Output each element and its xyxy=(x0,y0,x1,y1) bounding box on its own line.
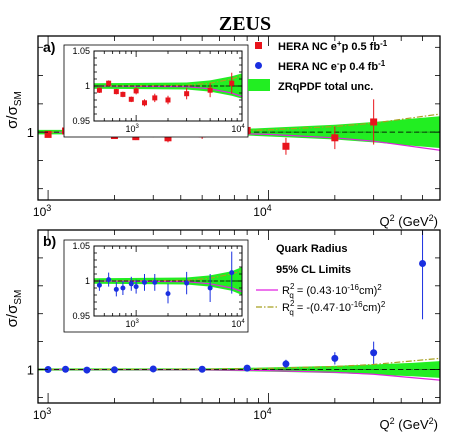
data-point-circle xyxy=(106,277,112,283)
x-tick-label: 104 xyxy=(231,319,245,329)
data-point-circle xyxy=(331,354,339,362)
y-tick-label: 1.05 xyxy=(72,46,90,56)
legend-label: R2 q = (0.43·10-16cm)2 xyxy=(282,282,382,300)
inset-border xyxy=(63,239,249,333)
legend: HERA NC e+p 0.5 fb-1 HERA NC e-p 0.4 fb-1… xyxy=(248,39,388,93)
y-tick-label: 1 xyxy=(85,81,90,91)
data-point-square xyxy=(282,142,290,150)
y-tick-label: 0.95 xyxy=(72,311,90,321)
data-point-circle xyxy=(142,279,148,285)
x-tick-label: 103 xyxy=(33,406,51,422)
data-point-square xyxy=(207,87,213,93)
x-axis-label: Q2 (GeV2) xyxy=(380,213,438,229)
data-point-circle xyxy=(207,285,213,291)
x-tick-label: 103 xyxy=(33,203,51,219)
data-point-square xyxy=(128,96,134,102)
data-point-square xyxy=(229,80,235,86)
panel-label: b) xyxy=(43,233,56,249)
data-point-circle xyxy=(113,286,119,292)
legend-title: Quark Radius xyxy=(276,243,348,255)
data-point-circle xyxy=(370,349,378,357)
inset-plot: 1.05 1 0.95 103 104 xyxy=(63,44,249,138)
figure-title: ZEUS xyxy=(219,13,271,35)
x-axis-label: Q2 (GeV2) xyxy=(380,416,438,432)
data-point-square xyxy=(120,91,126,97)
panel-a: 1 103 104 a) σ/σSM Q2 (GeV2) 1.05 1 0.95 103 104 HE… xyxy=(4,35,441,229)
data-point-square xyxy=(152,95,158,101)
data-point-circle xyxy=(419,259,427,267)
data-point-circle xyxy=(44,366,52,374)
data-point-circle xyxy=(120,285,126,291)
legend-label: R2 q = -(0.47·10-16cm)2 xyxy=(282,299,386,317)
quark-radius-negative-curve xyxy=(38,113,440,133)
data-point-circle xyxy=(128,281,134,287)
data-point-square xyxy=(370,118,378,126)
data-point-circle xyxy=(96,282,102,288)
data-point-square xyxy=(164,134,172,142)
data-point-square xyxy=(113,89,119,95)
data-point-circle xyxy=(229,270,235,276)
plot-frame xyxy=(37,35,441,201)
legend-marker-square xyxy=(255,42,262,49)
data-point-square xyxy=(106,80,112,86)
data-point-circle xyxy=(133,284,139,290)
data-point-circle xyxy=(243,364,251,372)
legend-label: HERA NC e-p 0.4 fb-1 xyxy=(278,59,386,73)
x-tick-label: 103 xyxy=(125,319,139,329)
data-point-square xyxy=(96,87,102,93)
data-point-square xyxy=(165,97,171,103)
data-point-circle xyxy=(152,279,158,285)
data-point-circle xyxy=(149,365,157,373)
legend-band-swatch xyxy=(248,79,270,91)
y-axis-label: σ/σSM xyxy=(4,290,24,328)
y-tick-label: 0.95 xyxy=(72,116,90,126)
y-tick-label: 1 xyxy=(85,276,90,286)
y-axis-label: σ/σSM xyxy=(4,91,24,129)
data-point-circle xyxy=(165,291,171,297)
data-point-circle xyxy=(110,366,118,374)
panel-b: 1 103 104 b) σ/σSM Q2 (GeV2) 1.05 1 0.95 103 104 Qu… xyxy=(4,229,441,432)
data-point-circle xyxy=(282,360,290,368)
inset-plot: 1.05 1 0.95 103 104 xyxy=(63,239,249,333)
data-point-square xyxy=(184,91,190,97)
x-tick-label: 104 xyxy=(253,406,271,422)
quark-radius-negative-curve xyxy=(38,357,440,371)
legend-label: ZRqPDF total unc. xyxy=(278,81,373,93)
data-point-square xyxy=(44,130,52,138)
data-point-circle xyxy=(184,280,190,286)
data-point-circle xyxy=(83,366,91,374)
data-point-square xyxy=(133,88,139,94)
y-tick-label: 1 xyxy=(27,125,34,140)
y-tick-label: 1 xyxy=(27,363,34,378)
panel-label: a) xyxy=(43,39,55,55)
legend-subtitle: 95% CL Limits xyxy=(276,264,351,276)
legend: Quark Radius 95% CL Limits R2 q = (0.43·10-… xyxy=(256,243,386,317)
y-tick-label: 1.05 xyxy=(72,241,90,251)
data-point-square xyxy=(331,134,339,142)
plot-frame xyxy=(37,229,441,404)
legend-marker-circle xyxy=(255,62,262,69)
x-tick-label: 103 xyxy=(125,124,139,134)
data-point-circle xyxy=(62,365,70,373)
x-tick-label: 104 xyxy=(231,124,245,134)
x-tick-label: 104 xyxy=(253,203,271,219)
data-point-circle xyxy=(198,365,206,373)
legend-label: HERA NC e+p 0.5 fb-1 xyxy=(278,39,388,53)
data-point-square xyxy=(142,100,148,106)
